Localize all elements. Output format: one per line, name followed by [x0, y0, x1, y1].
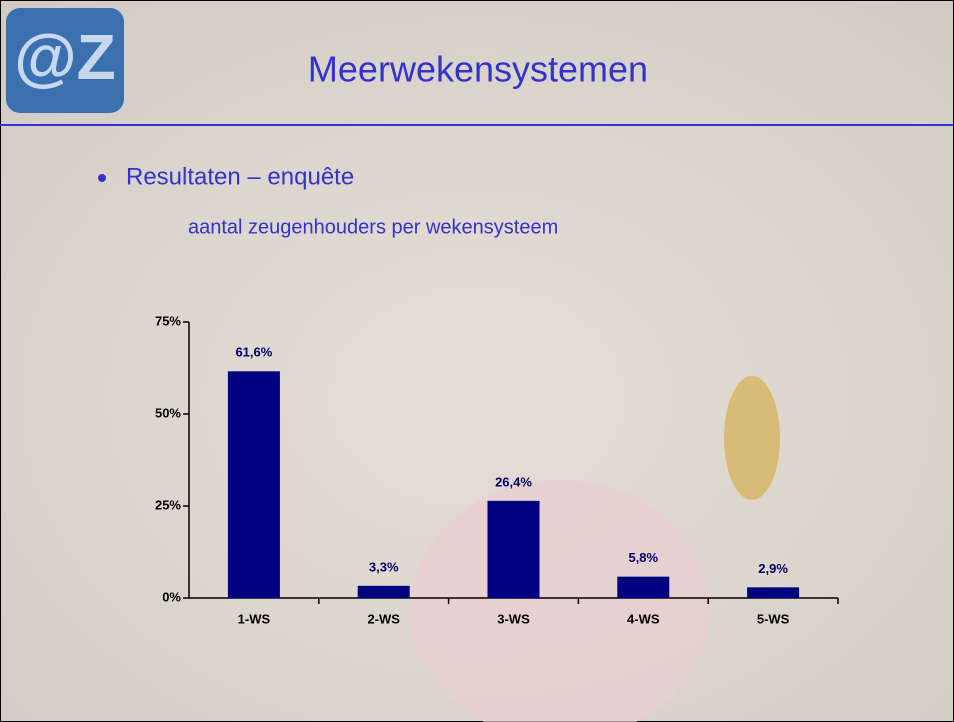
- value-label: 26,4%: [495, 474, 532, 489]
- value-label: 61,6%: [235, 345, 272, 360]
- value-label: 2,9%: [758, 561, 788, 576]
- y-tick-label: 50%: [155, 405, 181, 420]
- y-tick-label: 75%: [155, 313, 181, 328]
- x-tick-label: 4-WS: [627, 611, 660, 626]
- decor: [410, 480, 710, 722]
- bar: [357, 585, 410, 598]
- bullet-marker: [98, 174, 106, 182]
- x-tick-label: 2-WS: [367, 611, 400, 626]
- x-tick-label: 3-WS: [497, 611, 530, 626]
- y-tick-label: 0%: [162, 589, 181, 604]
- slide-title: Meerwekensystemen: [308, 49, 648, 90]
- logo-text: @Z: [14, 21, 116, 93]
- decor: [724, 376, 780, 500]
- bullet-text: Resultaten – enquête: [126, 163, 354, 190]
- bar: [227, 371, 280, 598]
- bar: [487, 500, 540, 598]
- x-tick-label: 5-WS: [757, 611, 790, 626]
- value-label: 3,3%: [369, 559, 399, 574]
- bar: [617, 576, 670, 598]
- logo: [6, 8, 124, 113]
- value-label: 5,8%: [628, 550, 658, 565]
- bar: [747, 587, 800, 598]
- y-tick-label: 25%: [155, 497, 181, 512]
- chart-title: aantal zeugenhouders per wekensysteem: [188, 216, 558, 238]
- x-tick-label: 1-WS: [238, 611, 271, 626]
